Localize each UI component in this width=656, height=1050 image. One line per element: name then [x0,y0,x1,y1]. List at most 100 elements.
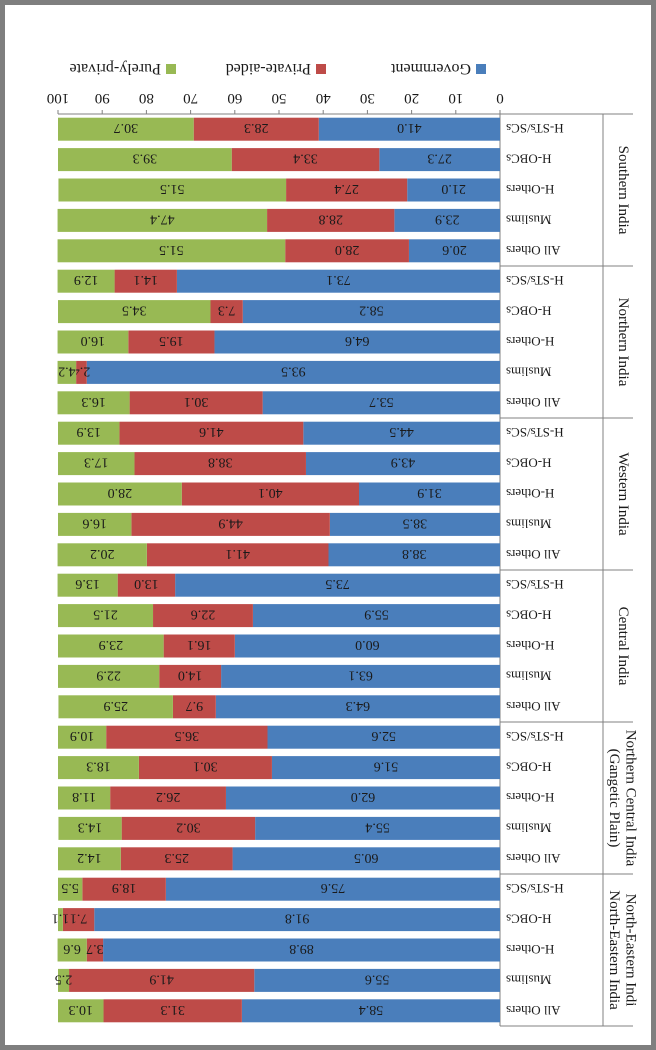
category-label: All Others [506,395,561,410]
data-label: 53.7 [369,394,394,409]
data-label: 7.3 [218,303,236,318]
bar-segment [303,421,500,445]
category-label: All Others [506,243,561,258]
data-label: 27.4 [334,181,359,196]
data-label: 52.6 [372,728,397,743]
data-label: 47.4 [150,211,175,226]
category-label: H-STs/SCs [506,273,564,288]
category-label: Muslims [506,820,552,835]
bar-segment [57,573,118,597]
data-label: 75.6 [321,880,346,895]
data-label: 17.3 [84,455,109,470]
legend-label: Purely-private [69,60,161,77]
data-label: 18.3 [86,759,111,774]
bar-segment [57,391,130,415]
bar-segment [57,208,268,232]
bar-segment [165,877,500,901]
data-label: 7.1 [70,911,88,926]
legend-swatch [316,64,326,74]
data-label: 14.3 [78,819,103,834]
bar-segment [131,512,330,536]
x-tick-label: 50 [272,90,287,106]
bar-segment [163,634,235,658]
data-label: 27.3 [427,151,452,166]
data-label: 41.9 [149,971,174,986]
x-tick-label: 70 [183,90,198,106]
category-label: Muslims [506,972,552,987]
group-label-line: Northern Central India [623,730,639,867]
bar-segment [215,695,500,719]
bar-segment [58,816,122,840]
data-label: 9.7 [186,698,204,713]
data-label: 12.9 [74,272,99,287]
data-label: 34.5 [122,303,147,318]
data-label: 14.0 [178,667,203,682]
data-label: 18.9 [112,880,137,895]
bar-segment [114,269,177,293]
data-label: 11.8 [72,789,96,804]
data-label: 43.9 [391,455,416,470]
data-label: 23.9 [435,211,460,226]
data-label: 60.5 [354,850,379,865]
category-label: Muslims [506,212,552,227]
legend-label: Private-aided [226,60,311,77]
bar-segment [121,816,256,840]
data-label: 2.5 [55,971,73,986]
data-label: 58.4 [359,1002,384,1017]
bar-segment [255,816,500,840]
bar-segment [221,664,500,688]
category-label: All Others [506,1003,561,1018]
bar-segment [58,908,63,932]
bar-segment [175,573,500,597]
group-label-line: North-Eastern Indi [623,894,639,1007]
bar-segment [58,847,121,871]
x-tick-label: 90 [95,90,110,106]
bar-segment [138,756,272,780]
bar-segment [232,847,500,871]
data-label: 13.6 [75,576,100,591]
data-label: 2.4 [73,363,91,378]
data-label: 28.3 [244,120,269,135]
category-label: H-STs/SCs [506,881,564,896]
rotated-plot: 58.4 31.3 10.3 All Others 55.6 41.9 2.5 Muslims… [47,60,639,1027]
data-label: 14.2 [77,850,102,865]
data-label: 13.9 [76,424,101,439]
data-label: 31.3 [160,1002,185,1017]
data-label: 55.9 [364,607,389,622]
data-label: 25.3 [164,850,189,865]
bar-segment [225,786,500,810]
data-label: 41.6 [199,424,224,439]
x-tick-label: 40 [316,90,331,106]
data-label: 33.4 [293,151,318,166]
data-label: 23.9 [99,637,124,652]
data-label: 63.1 [348,667,373,682]
data-label: 40.1 [258,485,283,500]
bar-segment [286,178,408,202]
bar-segment [408,239,500,263]
bar-segment [58,756,139,780]
data-label: 41.1 [225,546,250,561]
data-label: 10.3 [69,1002,94,1017]
data-label: 44.9 [218,515,243,530]
bar-segment [134,452,306,476]
group-label: North-Eastern IndiNorth-Eastern India [606,890,639,1010]
category-label: H-Others [506,790,554,805]
group-label-line: North-Eastern India [606,890,622,1010]
bar-segment [117,573,176,597]
bar-segment [103,999,242,1023]
bar-segment [103,938,500,962]
category-label: H-Others [506,182,554,197]
bar-segment [58,512,132,536]
data-label: 19.5 [159,333,184,348]
bar-segment [128,330,215,354]
bar-segment [329,512,500,536]
bar-segment [153,604,253,628]
data-label: 16.6 [82,515,107,530]
category-label: H-OBCs [506,760,552,775]
bar-segment [176,269,500,293]
data-label: 6.6 [63,941,81,956]
category-label: H-OBCs [506,456,552,471]
data-label: 39.3 [133,151,158,166]
bar-segment [58,421,120,445]
data-label: 51.5 [159,242,184,257]
